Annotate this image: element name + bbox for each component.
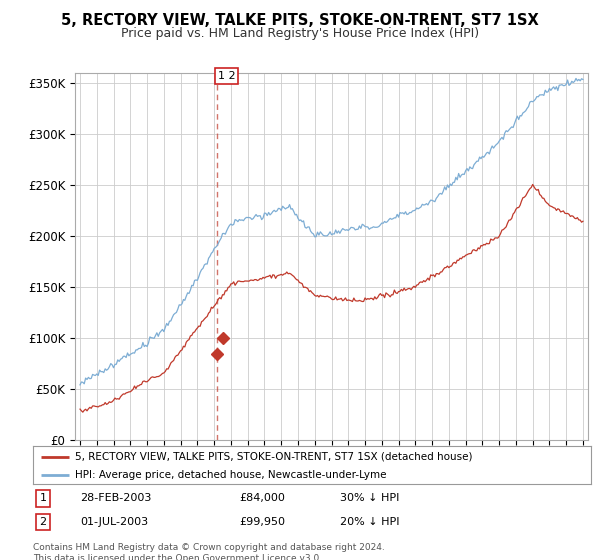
Text: 2: 2 bbox=[40, 517, 47, 527]
Text: £99,950: £99,950 bbox=[239, 517, 286, 527]
Text: 01-JUL-2003: 01-JUL-2003 bbox=[80, 517, 149, 527]
Text: 20% ↓ HPI: 20% ↓ HPI bbox=[340, 517, 400, 527]
Text: HPI: Average price, detached house, Newcastle-under-Lyme: HPI: Average price, detached house, Newc… bbox=[75, 470, 386, 480]
Text: 1 2: 1 2 bbox=[218, 71, 235, 81]
Text: £84,000: £84,000 bbox=[239, 493, 286, 503]
Text: Price paid vs. HM Land Registry's House Price Index (HPI): Price paid vs. HM Land Registry's House … bbox=[121, 27, 479, 40]
Text: 1: 1 bbox=[40, 493, 47, 503]
Text: 30% ↓ HPI: 30% ↓ HPI bbox=[340, 493, 399, 503]
Text: Contains HM Land Registry data © Crown copyright and database right 2024.
This d: Contains HM Land Registry data © Crown c… bbox=[33, 543, 385, 560]
Text: 5, RECTORY VIEW, TALKE PITS, STOKE-ON-TRENT, ST7 1SX (detached house): 5, RECTORY VIEW, TALKE PITS, STOKE-ON-TR… bbox=[75, 452, 472, 462]
Text: 28-FEB-2003: 28-FEB-2003 bbox=[80, 493, 152, 503]
Text: 5, RECTORY VIEW, TALKE PITS, STOKE-ON-TRENT, ST7 1SX: 5, RECTORY VIEW, TALKE PITS, STOKE-ON-TR… bbox=[61, 13, 539, 29]
